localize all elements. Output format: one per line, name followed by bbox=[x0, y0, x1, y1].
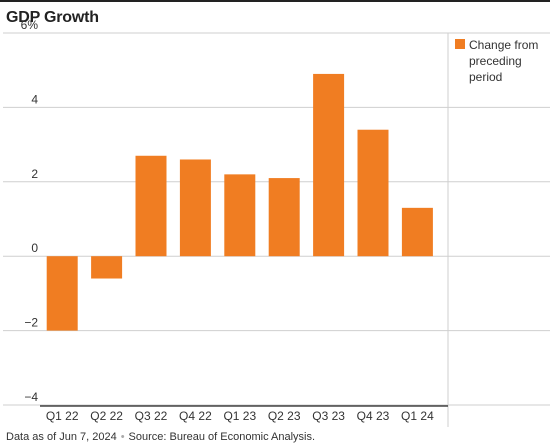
y-tick-label: −4 bbox=[24, 390, 38, 404]
footer-separator: • bbox=[120, 431, 125, 443]
x-tick-label: Q1 22 bbox=[46, 409, 79, 423]
y-tick-label: −2 bbox=[24, 316, 38, 330]
x-tick-label: Q3 23 bbox=[312, 409, 345, 423]
x-tick-label: Q1 24 bbox=[401, 409, 434, 423]
y-axis-ticks: −4 −2 0 2 4 6% bbox=[21, 18, 39, 404]
bar bbox=[268, 178, 300, 257]
bars bbox=[40, 73, 448, 407]
bar bbox=[91, 256, 123, 279]
bar bbox=[179, 159, 211, 257]
x-tick-label: Q2 23 bbox=[268, 409, 301, 423]
bar bbox=[313, 73, 345, 257]
legend-swatch bbox=[455, 39, 465, 49]
bar bbox=[357, 129, 389, 257]
y-tick-label: 0 bbox=[31, 241, 38, 255]
bar bbox=[46, 256, 78, 331]
bar bbox=[224, 174, 256, 257]
legend: Change from preceding period bbox=[455, 38, 538, 84]
x-tick-label: Q4 23 bbox=[357, 409, 390, 423]
x-axis-ticks: Q1 22 Q2 22 Q3 22 Q4 22 Q1 23 Q2 23 Q3 23 Q4 23… bbox=[46, 409, 434, 423]
bar bbox=[401, 207, 433, 257]
x-tick-label: Q3 22 bbox=[135, 409, 168, 423]
legend-label: preceding bbox=[469, 54, 522, 68]
top-rule bbox=[0, 0, 550, 2]
chart-footer: Data as of Jun 7, 2024 • Source: Bureau of… bbox=[6, 431, 315, 443]
legend-label: period bbox=[469, 70, 502, 84]
x-tick-label: Q2 22 bbox=[90, 409, 123, 423]
bar bbox=[135, 155, 167, 257]
x-tick-label: Q1 23 bbox=[223, 409, 256, 423]
source-note: Source: Bureau of Economic Analysis. bbox=[128, 431, 316, 443]
data-as-of-note: Data as of Jun 7, 2024 bbox=[6, 431, 117, 443]
x-tick-label: Q4 22 bbox=[179, 409, 212, 423]
chart-title: GDP Growth bbox=[6, 9, 99, 26]
y-tick-label: 2 bbox=[31, 167, 38, 181]
y-tick-label: 6% bbox=[21, 18, 39, 32]
y-tick-label: 4 bbox=[31, 92, 38, 106]
legend-label: Change from bbox=[469, 38, 538, 52]
